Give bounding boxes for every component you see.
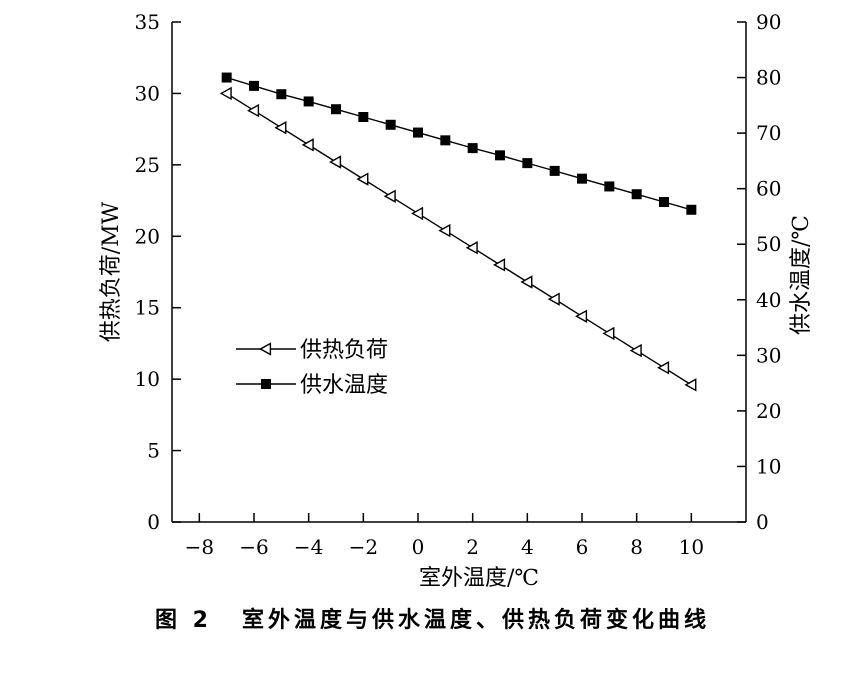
x-tick-label: 2 — [466, 535, 479, 559]
series-point-1 — [411, 206, 424, 221]
series-point-1 — [520, 275, 533, 289]
series-point-1 — [575, 309, 588, 323]
right-tick-label: 20 — [756, 399, 781, 423]
left-tick-label: 5 — [147, 439, 160, 463]
series-point-2 — [549, 165, 560, 176]
series-point-2 — [604, 181, 615, 192]
x-tick-label: −4 — [294, 535, 323, 559]
series-point-1 — [684, 378, 697, 392]
left-tick-label: 10 — [135, 367, 160, 391]
x-tick-label: 6 — [576, 535, 589, 559]
series-line-1 — [226, 92, 692, 386]
series-point-1 — [547, 292, 560, 306]
right-tick-label: 60 — [756, 177, 781, 201]
x-tick-label: 4 — [521, 535, 534, 559]
x-axis-label: 室外温度/℃ — [419, 566, 539, 591]
x-tick-label: 10 — [679, 535, 704, 559]
right-tick-label: 80 — [756, 66, 781, 90]
figure-caption-text: 室外温度与供水温度、供热负荷变化曲线 — [241, 608, 710, 633]
series-point-2 — [495, 150, 505, 161]
legend-marker-2 — [261, 379, 271, 389]
series-point-2 — [221, 72, 232, 83]
chart-series — [219, 72, 697, 392]
left-tick-label: 35 — [135, 10, 160, 34]
legend-label-1: 供热负荷 — [300, 338, 388, 363]
x-tick-label: −2 — [349, 535, 378, 559]
series-point-1 — [438, 223, 451, 238]
series-point-2 — [385, 119, 396, 130]
series-point-2 — [358, 112, 369, 122]
legend-marker-1 — [259, 342, 272, 356]
chart-axes — [171, 22, 747, 523]
series-point-2 — [440, 135, 451, 146]
left-tick-label: 15 — [135, 296, 160, 320]
x-tick-label: 0 — [412, 535, 425, 559]
right-tick-label: 0 — [756, 510, 769, 534]
series-point-1 — [383, 189, 396, 203]
series-point-2 — [631, 189, 642, 200]
series-point-1 — [465, 241, 478, 255]
right-axis-label: 供水温度/℃ — [789, 215, 814, 335]
right-tick-label: 10 — [756, 454, 781, 478]
x-tick-label: −6 — [239, 535, 268, 559]
chart-axis-labels: 室外温度/℃ 供热负荷/MW 供水温度/℃ — [99, 201, 814, 591]
x-tick-label: −8 — [185, 535, 214, 559]
series-point-1 — [329, 155, 342, 169]
series-line-2 — [226, 76, 692, 211]
right-tick-label: 90 — [756, 10, 781, 34]
figure-caption: 图 2 室外温度与供水温度、供热负荷变化曲线 — [0, 602, 865, 634]
series-point-2 — [659, 197, 669, 207]
series-point-1 — [629, 343, 642, 358]
series-point-1 — [602, 326, 615, 341]
series-point-2 — [276, 89, 287, 100]
left-tick-label: 20 — [135, 224, 160, 248]
right-tick-label: 40 — [756, 288, 781, 312]
right-tick-label: 30 — [756, 343, 781, 367]
right-tick-label: 50 — [756, 232, 781, 256]
series-point-2 — [249, 80, 259, 91]
series-point-2 — [522, 158, 533, 169]
series-point-1 — [219, 86, 232, 101]
series-point-2 — [467, 143, 478, 154]
left-tick-label: 25 — [135, 153, 160, 177]
series-point-2 — [303, 96, 314, 107]
x-tick-label: 8 — [630, 535, 643, 559]
left-axis-label: 供热负荷/MW — [99, 201, 124, 342]
legend-label-2: 供水温度 — [300, 373, 388, 398]
series-point-2 — [686, 204, 697, 215]
left-tick-label: 0 — [147, 510, 160, 534]
left-tick-label: 30 — [135, 81, 160, 105]
figure-number: 图 2 — [155, 608, 212, 633]
series-point-2 — [331, 104, 341, 115]
series-point-1 — [493, 258, 506, 272]
right-tick-label: 70 — [756, 121, 781, 145]
series-point-1 — [247, 103, 260, 118]
series-point-2 — [577, 173, 587, 184]
series-point-1 — [356, 172, 369, 186]
series-point-1 — [301, 138, 314, 152]
series-point-2 — [413, 127, 423, 138]
series-point-1 — [274, 121, 287, 135]
series-point-1 — [657, 361, 670, 375]
